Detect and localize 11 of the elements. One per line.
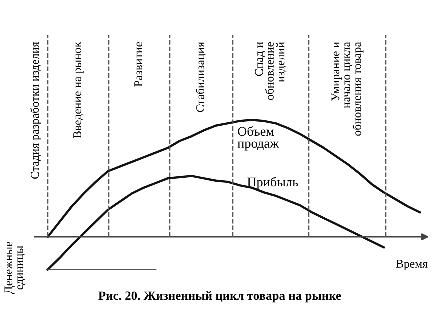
text: Развитие [134, 42, 142, 87]
annotation: Введение на рынок [74, 42, 84, 138]
text: Стабилизация [196, 42, 207, 112]
x-axis-title: Время [396, 260, 428, 270]
text: Рис. 20. Жизненный цикл товара на рынке [98, 291, 342, 303]
annotation: Стадия разработки изделия [30, 42, 42, 179]
text: Спад и обновление изделий [255, 42, 287, 100]
y-axis-title: Денежные единицы [4, 242, 26, 294]
series-label: Прибыль [248, 177, 298, 190]
series-label: Объем продаж [238, 126, 280, 151]
annotation: Умирание и начало цикла обновления товара [332, 42, 364, 136]
